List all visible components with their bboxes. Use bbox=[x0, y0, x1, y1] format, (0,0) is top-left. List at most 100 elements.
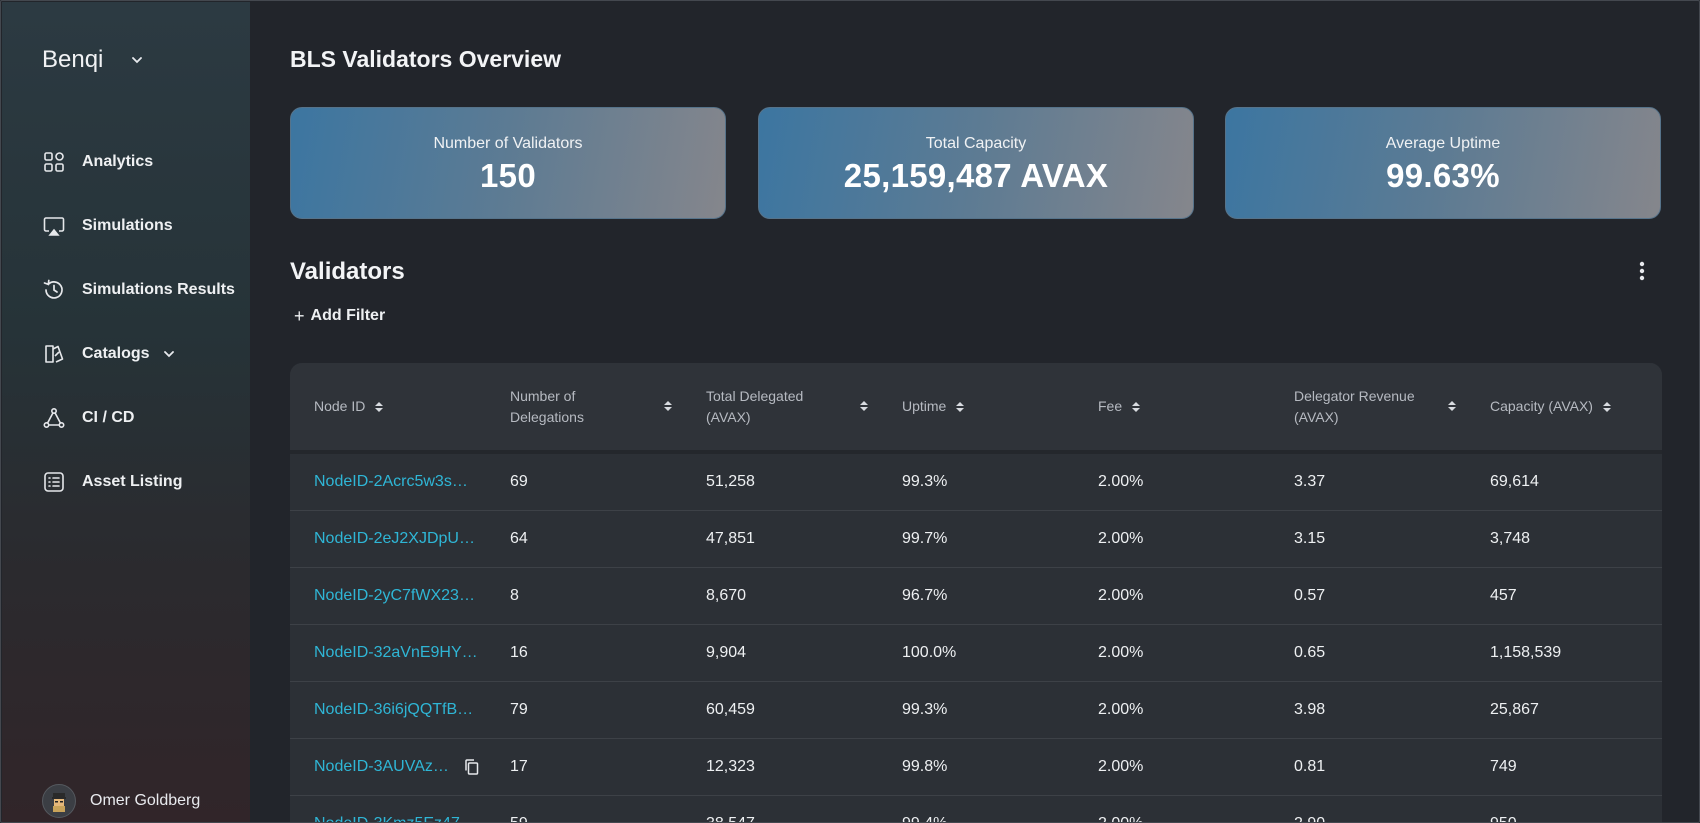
column-header-uptime[interactable]: Uptime bbox=[878, 363, 1074, 452]
cell-capacity: 1,158,539 bbox=[1490, 644, 1562, 661]
pipeline-icon bbox=[42, 406, 66, 430]
sidebar-item-simulations-results[interactable]: Simulations Results bbox=[42, 258, 242, 322]
cell-delegations: 17 bbox=[510, 758, 528, 775]
cell-delegator-revenue: 0.65 bbox=[1294, 644, 1326, 661]
cell-uptime: 99.3% bbox=[902, 701, 948, 718]
cell-delegations: 64 bbox=[510, 530, 528, 547]
table-row: NodeID-3Kmz5Ez47… 59 38,547 99.4% 2.00% … bbox=[290, 796, 1662, 822]
sort-icon[interactable] bbox=[956, 401, 965, 412]
column-header-total-delegated[interactable]: Total Delegated (AVAX) bbox=[682, 363, 878, 452]
stat-label: Total Capacity bbox=[925, 135, 1027, 152]
stat-label: Average Uptime bbox=[1385, 135, 1501, 152]
node-id-cell: NodeID-3AUVAz… bbox=[290, 758, 486, 776]
section-title: Validators bbox=[290, 258, 405, 285]
sidebar-item-simulations[interactable]: Simulations bbox=[42, 194, 242, 258]
cell-fee: 2.00% bbox=[1098, 587, 1144, 604]
node-id-link[interactable]: NodeID-2yC7fWX23… bbox=[314, 587, 475, 604]
summary-cards: Number of Validators 150 Total Capacity … bbox=[290, 107, 1662, 219]
avatar bbox=[42, 784, 76, 818]
cell-uptime: 99.7% bbox=[902, 530, 948, 547]
validators-table: Node ID Number of Delegations Total Dele… bbox=[290, 363, 1662, 822]
user-name: Omer Goldberg bbox=[90, 792, 201, 809]
column-header-delegations[interactable]: Number of Delegations bbox=[486, 363, 682, 452]
copy-icon[interactable] bbox=[463, 758, 481, 776]
node-id-link[interactable]: NodeID-2Acrc5w3s… bbox=[314, 473, 468, 490]
stat-value: 99.63% bbox=[1386, 157, 1500, 194]
dashboard-grid-icon bbox=[42, 150, 66, 174]
sidebar-item-catalogs[interactable]: Catalogs bbox=[42, 322, 242, 386]
node-id-link[interactable]: NodeID-32aVnE9HY… bbox=[314, 644, 478, 661]
stat-value: 25,159,487 AVAX bbox=[843, 157, 1109, 194]
cell-fee: 2.00% bbox=[1074, 815, 1270, 822]
table-header: Node ID Number of Delegations Total Dele… bbox=[290, 363, 1662, 454]
sort-icon[interactable] bbox=[1602, 401, 1611, 412]
plus-icon: + bbox=[294, 306, 305, 326]
column-header-delegator-revenue[interactable]: Delegator Revenue (AVAX) bbox=[1270, 363, 1466, 452]
cell-capacity: 457 bbox=[1490, 587, 1517, 604]
sidebar: Benqi Analytics Simulations bbox=[2, 2, 250, 822]
cell-uptime: 99.4% bbox=[878, 815, 1074, 822]
sort-icon[interactable] bbox=[664, 401, 672, 411]
node-id-link[interactable]: NodeID-3Kmz5Ez47… bbox=[290, 815, 486, 822]
history-icon bbox=[42, 278, 66, 302]
cell-delegations: 8 bbox=[510, 587, 519, 604]
table-row: NodeID-2Acrc5w3s… 69 51,258 99.3% 2.00% … bbox=[290, 454, 1662, 511]
stat-value: 150 bbox=[480, 157, 536, 194]
cell-capacity: 749 bbox=[1490, 758, 1517, 775]
brand-name: Benqi bbox=[42, 46, 104, 73]
table-row: NodeID-32aVnE9HY… 16 9,904 100.0% 2.00% … bbox=[290, 625, 1662, 682]
table-row: NodeID-36i6jQQTfB… 79 60,459 99.3% 2.00%… bbox=[290, 682, 1662, 739]
cell-total-delegated: 9,904 bbox=[706, 644, 747, 661]
table-row: NodeID-3AUVAz… 17 12,323 99.8% 2.00% 0.8… bbox=[290, 739, 1662, 796]
cell-capacity: 69,614 bbox=[1490, 473, 1539, 490]
cell-delegations: 69 bbox=[510, 473, 528, 490]
cell-delegator-revenue: 3.15 bbox=[1294, 530, 1326, 547]
sidebar-nav: Analytics Simulations Simulations Result… bbox=[42, 130, 242, 514]
node-id-link[interactable]: NodeID-3AUVAz… bbox=[314, 758, 449, 775]
stat-card-validators: Number of Validators 150 bbox=[290, 107, 726, 219]
table-row: NodeID-2yC7fWX23… 8 8,670 96.7% 2.00% 0.… bbox=[290, 568, 1662, 625]
cell-uptime: 96.7% bbox=[902, 587, 948, 604]
sort-icon[interactable] bbox=[860, 401, 868, 411]
cell-fee: 2.00% bbox=[1098, 530, 1144, 547]
cell-uptime: 99.3% bbox=[902, 473, 948, 490]
sort-icon[interactable] bbox=[375, 401, 384, 412]
sort-icon[interactable] bbox=[1448, 401, 1456, 411]
sidebar-item-asset-listing[interactable]: Asset Listing bbox=[42, 450, 242, 514]
add-filter-button[interactable]: + Add Filter bbox=[294, 307, 385, 325]
sidebar-item-analytics[interactable]: Analytics bbox=[42, 130, 242, 194]
page-title: BLS Validators Overview bbox=[290, 46, 562, 72]
node-id-link[interactable]: NodeID-2eJ2XJDpU… bbox=[314, 530, 475, 547]
cell-delegator-revenue: 3.98 bbox=[1294, 701, 1326, 718]
sidebar-item-label: Catalogs bbox=[82, 345, 150, 362]
cell-uptime: 99.8% bbox=[902, 758, 948, 775]
cell-delegations: 59 bbox=[486, 815, 682, 822]
cell-total-delegated: 47,851 bbox=[706, 530, 755, 547]
cell-capacity: 25,867 bbox=[1490, 701, 1539, 718]
chevron-down-icon bbox=[131, 54, 143, 66]
sort-icon[interactable] bbox=[1132, 401, 1141, 412]
sidebar-item-label: Simulations Results bbox=[82, 281, 235, 298]
workspace-selector[interactable]: Benqi bbox=[42, 46, 143, 74]
cell-delegator-revenue: 2.90 bbox=[1270, 815, 1466, 822]
table-row: NodeID-2eJ2XJDpU… 64 47,851 99.7% 2.00% … bbox=[290, 511, 1662, 568]
cell-delegator-revenue: 3.37 bbox=[1294, 473, 1326, 490]
user-profile[interactable]: Omer Goldberg bbox=[42, 784, 200, 818]
more-options-icon[interactable] bbox=[1630, 259, 1654, 283]
cell-fee: 2.00% bbox=[1098, 701, 1144, 718]
catalog-icon bbox=[42, 342, 66, 366]
cell-fee: 2.00% bbox=[1098, 473, 1144, 490]
column-header-fee[interactable]: Fee bbox=[1074, 363, 1270, 452]
cell-total-delegated: 12,323 bbox=[706, 758, 755, 775]
cell-total-delegated: 51,258 bbox=[706, 473, 755, 490]
cell-delegations: 79 bbox=[510, 701, 528, 718]
sidebar-item-label: Analytics bbox=[82, 153, 154, 170]
column-header-node-id[interactable]: Node ID bbox=[290, 363, 486, 452]
sidebar-item-ci-cd[interactable]: CI / CD bbox=[42, 386, 242, 450]
add-filter-label: Add Filter bbox=[310, 307, 386, 324]
column-header-capacity[interactable]: Capacity (AVAX) bbox=[1466, 363, 1662, 452]
cell-capacity: 950 bbox=[1466, 815, 1662, 822]
cell-total-delegated: 38,547 bbox=[682, 815, 878, 822]
node-id-link[interactable]: NodeID-36i6jQQTfB… bbox=[314, 701, 474, 718]
